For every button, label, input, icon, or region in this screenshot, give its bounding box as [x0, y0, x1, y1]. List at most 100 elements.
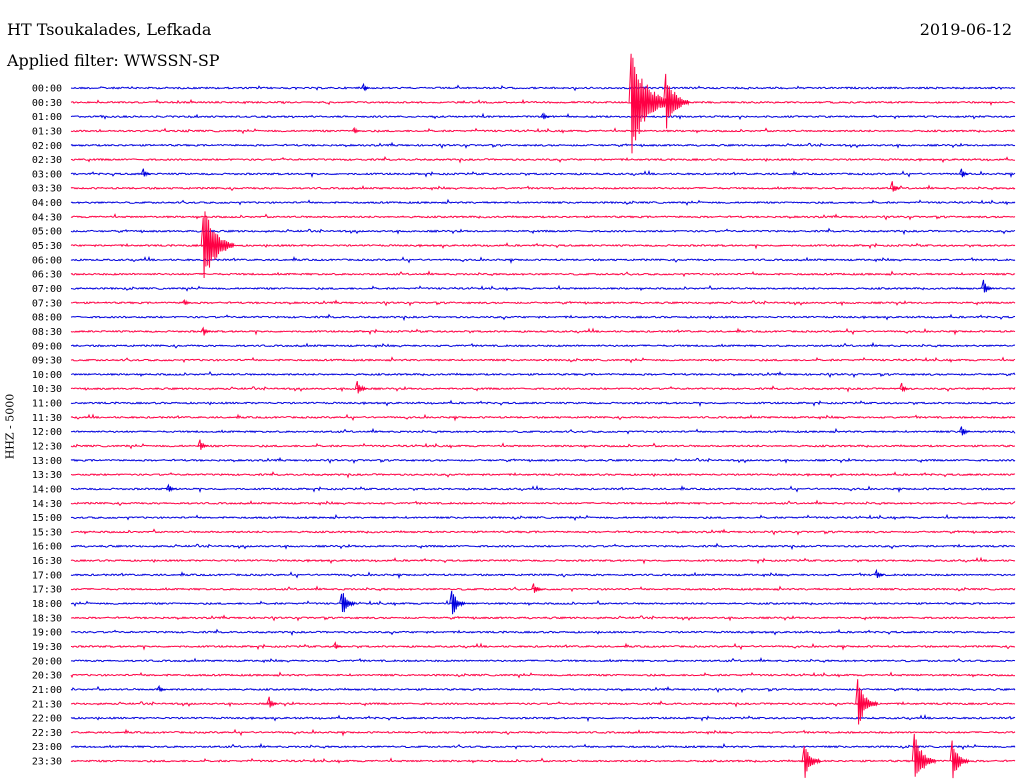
time-tick-label: 04:00 [32, 198, 62, 209]
seismic-event [354, 380, 368, 394]
seismic-trace [70, 571, 1016, 580]
date-label: 2019-06-12 [919, 20, 1012, 39]
seismic-trace [71, 642, 1016, 651]
seismic-event [899, 382, 910, 393]
time-tick-label: 02:30 [32, 155, 62, 166]
time-tick-label: 17:30 [32, 585, 62, 596]
seismic-trace [70, 98, 1016, 106]
seismic-trace [70, 685, 1016, 694]
seismic-trace [70, 542, 1016, 551]
seismic-trace [70, 656, 1016, 664]
time-tick-label: 05:00 [32, 227, 62, 238]
time-tick-label: 11:30 [32, 413, 62, 424]
seismic-trace [70, 227, 1016, 236]
seismic-trace [70, 156, 1016, 164]
time-tick-label: 21:30 [32, 699, 62, 710]
time-tick-label: 11:00 [32, 399, 62, 410]
time-tick-label: 10:30 [32, 384, 62, 395]
time-tick-label: 09:00 [32, 341, 62, 352]
time-tick-label: 02:00 [32, 141, 62, 152]
seismic-event [889, 181, 901, 192]
time-tick-label: 18:00 [32, 599, 62, 610]
seismic-event [266, 696, 278, 708]
seismic-trace [70, 385, 1016, 393]
seismic-trace [70, 299, 1016, 307]
time-tick-labels: 00:00 00:30 01:00 01:30 02:00 02:30 03:00 03:30… [32, 84, 62, 768]
seismic-trace [70, 499, 1016, 507]
seismic-event [449, 590, 466, 615]
seismic-event [156, 684, 166, 692]
time-tick-label: 21:00 [32, 685, 62, 696]
seismic-trace [70, 169, 1016, 179]
time-tick-label: 05:30 [32, 241, 62, 252]
seismic-trace [70, 442, 1016, 450]
time-tick-label: 14:30 [32, 499, 62, 510]
time-tick-label: 22:30 [32, 728, 62, 739]
seismic-trace [70, 700, 1016, 708]
time-tick-label: 20:00 [32, 656, 62, 667]
time-tick-label: 12:00 [32, 427, 62, 438]
seismic-trace [70, 255, 1016, 264]
filter-subtitle: Applied filter: WWSSN-SP [7, 51, 220, 70]
seismic-event [959, 168, 970, 178]
time-tick-label: 07:30 [32, 298, 62, 309]
time-tick-label: 19:00 [32, 628, 62, 639]
seismic-trace [70, 757, 1016, 764]
seismic-trace [70, 585, 1016, 593]
seismic-trace [70, 614, 1016, 622]
seismic-trace [70, 84, 1016, 92]
seismic-event [339, 593, 356, 613]
seismic-trace [70, 184, 1016, 192]
station-title: HT Tsoukalades, Lefkada [7, 20, 212, 39]
seismic-event [531, 583, 543, 593]
seismic-event [166, 483, 176, 492]
seismic-event [197, 439, 209, 450]
time-tick-label: 04:30 [32, 212, 62, 223]
time-tick-label: 00:00 [32, 84, 62, 95]
seismic-event [540, 112, 550, 120]
time-tick-label: 08:30 [32, 327, 62, 338]
seismic-trace [70, 141, 1016, 149]
time-tick-label: 17:00 [32, 570, 62, 581]
seismic-trace [70, 556, 1016, 565]
time-tick-label: 10:00 [32, 370, 62, 381]
seismic-event [351, 126, 361, 134]
time-tick-label: 00:30 [32, 98, 62, 109]
seismic-trace [70, 484, 1016, 494]
time-tick-label: 20:30 [32, 671, 62, 682]
seismic-trace [70, 714, 1016, 723]
seismic-trace [70, 513, 1016, 521]
seismic-event [959, 426, 970, 436]
event-group [140, 53, 993, 779]
seismic-trace [70, 671, 1016, 679]
time-tick-label: 23:00 [32, 742, 62, 753]
time-tick-label: 16:30 [32, 556, 62, 567]
time-tick-label: 23:30 [32, 757, 62, 768]
seismic-trace [70, 728, 1016, 737]
seismic-trace [70, 127, 1016, 135]
seismic-trace [70, 270, 1016, 278]
seismic-trace [70, 628, 1016, 637]
seismic-trace [70, 198, 1016, 206]
time-tick-label: 15:00 [32, 513, 62, 524]
time-tick-label: 12:30 [32, 442, 62, 453]
seismic-trace [70, 456, 1016, 465]
seismic-trace [70, 213, 1016, 221]
seismic-event [663, 73, 690, 129]
time-tick-label: 18:30 [32, 613, 62, 624]
seismic-trace [70, 742, 1016, 751]
seismic-trace [70, 284, 1016, 292]
time-tick-label: 15:30 [32, 527, 62, 538]
seismic-trace [71, 471, 1016, 479]
time-tick-label: 08:00 [32, 313, 62, 324]
time-tick-label: 22:00 [32, 714, 62, 725]
time-tick-label: 09:30 [32, 356, 62, 367]
time-tick-label: 14:00 [32, 484, 62, 495]
time-tick-label: 13:00 [32, 456, 62, 467]
seismic-trace [70, 599, 1016, 607]
seismic-trace [70, 528, 1016, 536]
time-tick-label: 16:00 [32, 542, 62, 553]
seismic-trace [70, 370, 1016, 379]
seismic-trace [70, 327, 1016, 336]
